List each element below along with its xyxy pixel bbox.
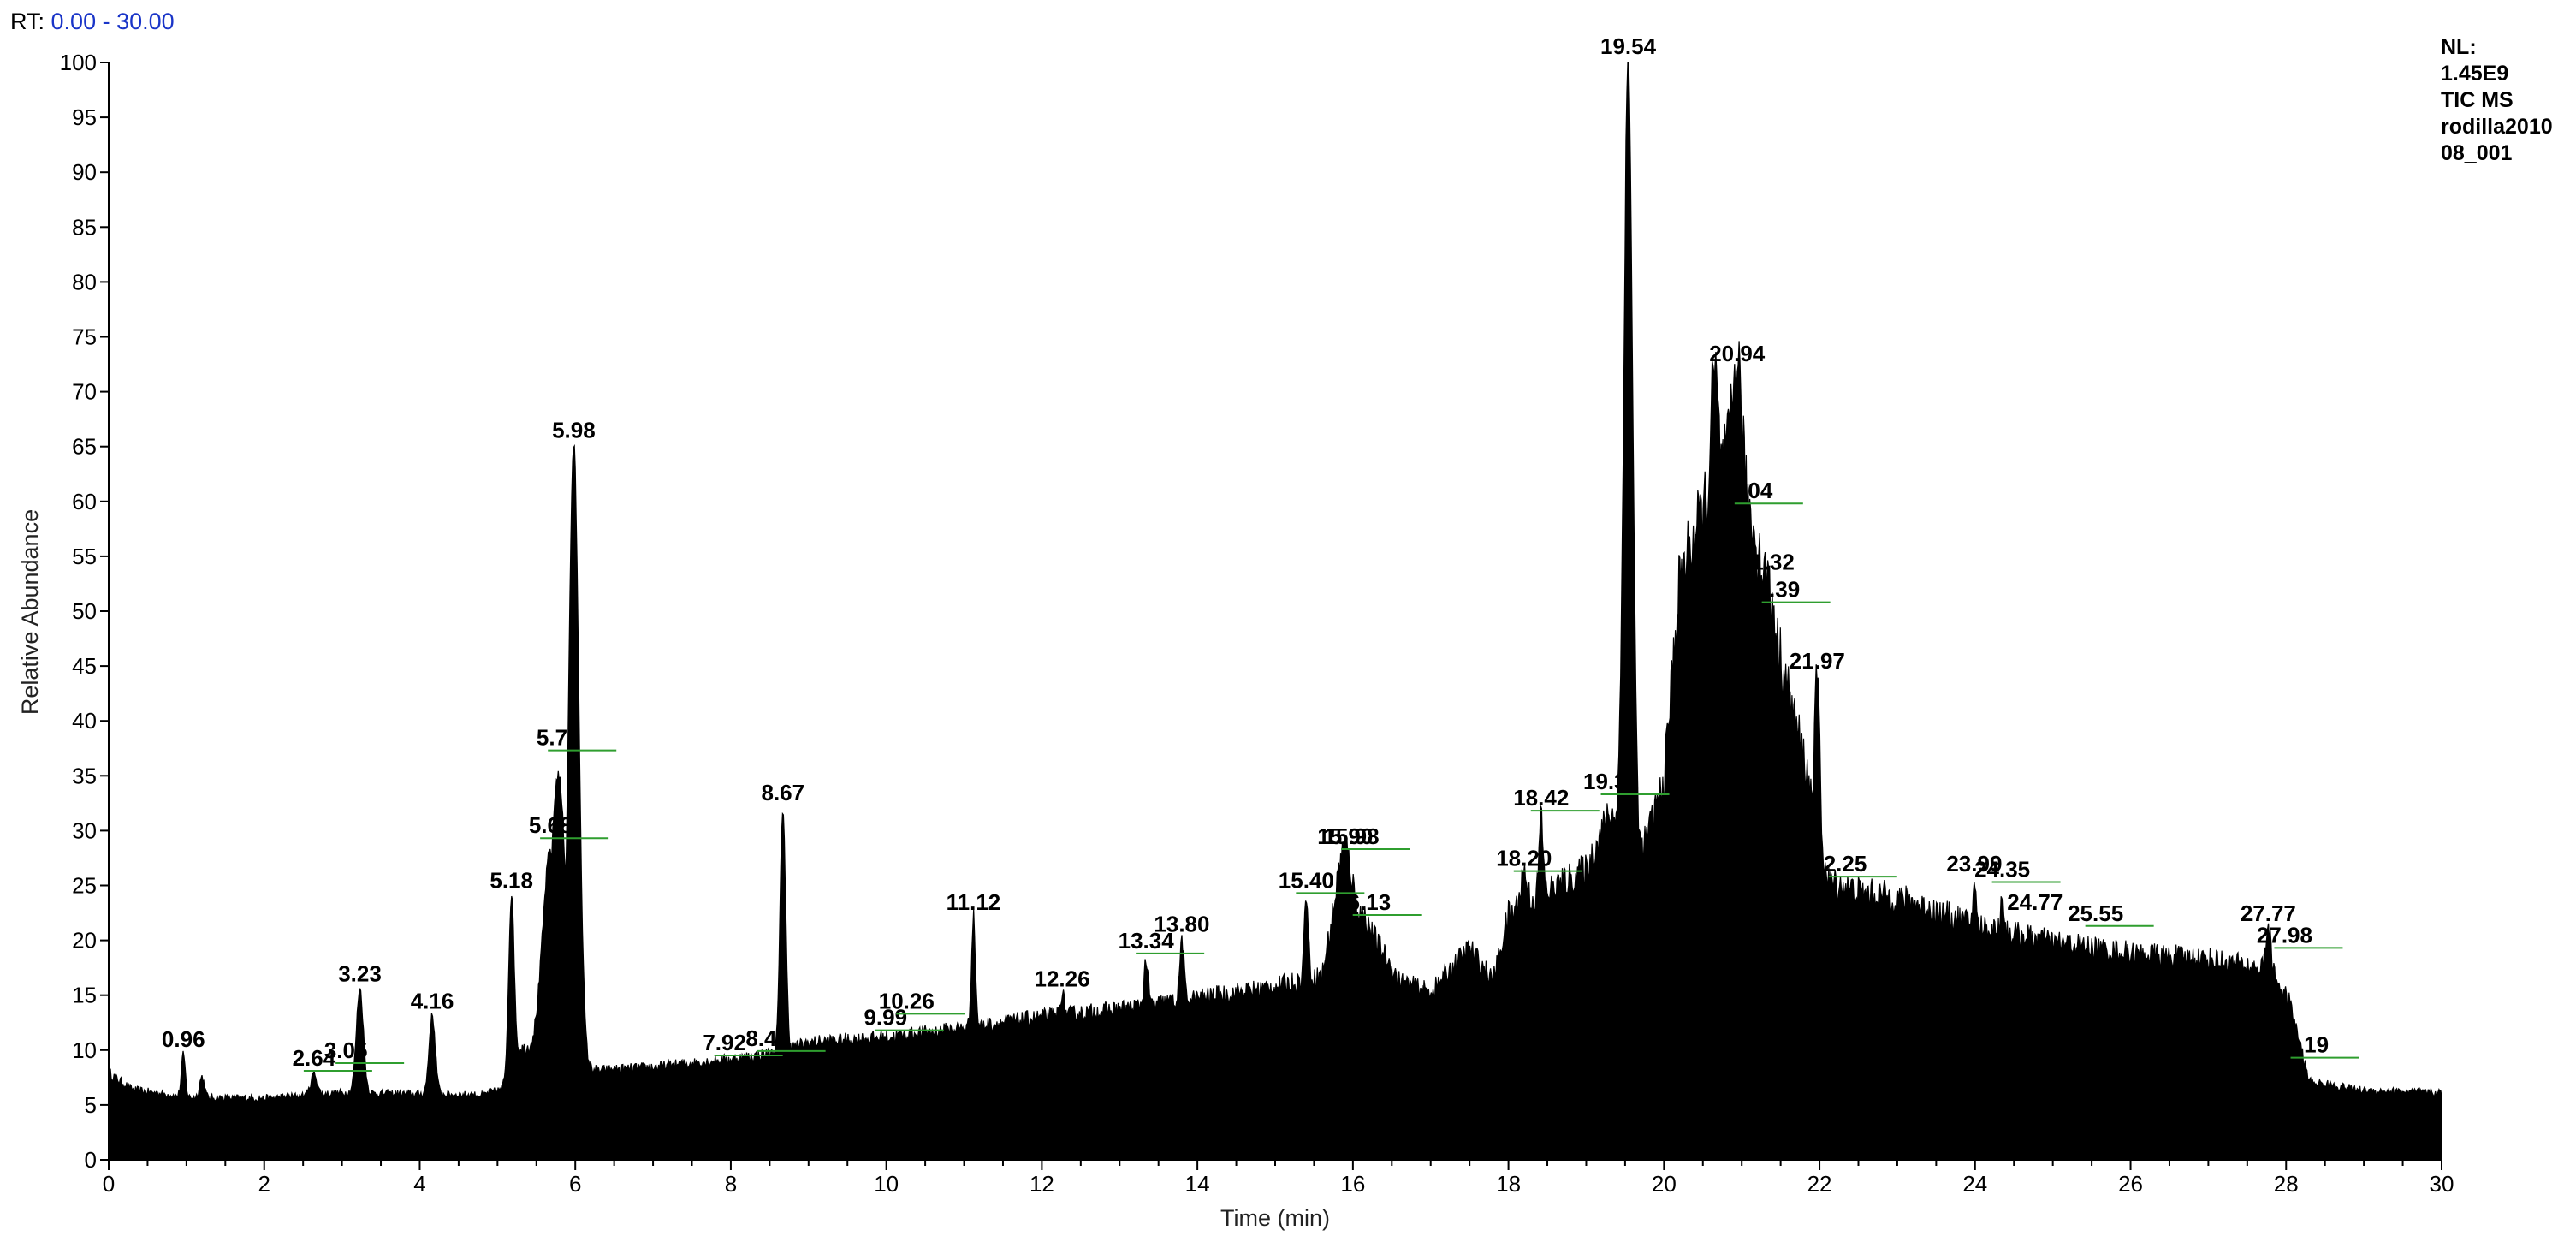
info-line-nl-value: 1.45E9 [2441,62,2509,86]
y-tick-label: 55 [72,544,97,569]
y-tick-label: 80 [72,269,97,294]
peak-label: 24.35 [1974,857,2030,882]
peak-label: 5.98 [552,418,596,443]
peak-label: 18.20 [1496,846,1552,871]
x-tick-label: 2 [258,1171,270,1197]
y-tick-label: 45 [72,653,97,679]
y-tick-label: 40 [72,708,97,734]
x-tick-label: 20 [1652,1171,1677,1197]
x-tick-label: 0 [103,1171,115,1197]
peak-label: 0.96 [162,1026,205,1052]
x-tick-label: 18 [1496,1171,1521,1197]
peak-label: 27.98 [2257,922,2312,948]
peak-label: 25.55 [2068,900,2123,926]
peak-label: 5.68 [529,812,573,838]
y-tick-label: 15 [72,983,97,1008]
y-tick-label: 90 [72,159,97,185]
rt-label: RT: [10,9,45,34]
y-tick-label: 0 [85,1147,97,1173]
peak-label: 9.99 [864,1005,907,1031]
peak-label: 28.19 [2273,1032,2329,1058]
peak-label: 15.90 [1317,823,1373,849]
y-tick-label: 60 [72,489,97,514]
info-line-nl: NL: [2441,35,2477,59]
rt-range-readout: RT: 0.00 - 30.00 [10,9,175,35]
peak-label: 2.64 [293,1045,336,1071]
y-tick-label: 100 [60,50,97,75]
y-tick-label: 10 [72,1037,97,1063]
y-tick-label: 65 [72,434,97,460]
x-axis-title: Time (min) [1220,1205,1330,1231]
y-tick-label: 25 [72,873,97,899]
rt-range-value: 0.00 - 30.00 [50,9,175,34]
peak-label: 18.42 [1513,785,1569,811]
y-tick-label: 70 [72,379,97,405]
peak-label: 23.99 [1946,851,2002,877]
peak-label: 19.32 [1583,769,1639,794]
x-tick-label: 12 [1030,1171,1054,1197]
peak-label: 4.16 [411,988,454,1013]
y-tick-label: 20 [72,928,97,954]
peak-label: 13.80 [1154,912,1209,937]
y-tick-label: 95 [72,104,97,130]
peak-label: 21.04 [1717,478,1773,503]
tic-trace [108,62,2442,1161]
peak-label: 10.26 [879,988,935,1013]
peak-label: 15.98 [1324,823,1380,849]
x-tick-label: 16 [1340,1171,1365,1197]
peak-label: 15.40 [1279,867,1334,893]
peak-label: 21.97 [1790,648,1845,674]
info-line-file-suffix: 08_001 [2441,141,2513,165]
y-tick-label: 5 [85,1092,97,1118]
peak-label: 11.12 [947,889,1001,915]
x-tick-label: 8 [725,1171,737,1197]
axes-layer: 0 2 4 6 8 10 12 14 16 18 20 22 24 26 28 300510152025303… [60,50,2454,1197]
y-tick-label: 75 [72,324,97,350]
trace-layer [108,62,2442,1161]
peak-label: 27.77 [2241,900,2296,926]
peak-labels-layer: 0.96 2.643.05 3.23 4.16 5.18 5.68 5.78 5.98 7.92… [162,33,2359,1073]
x-tick-label: 24 [1962,1171,1987,1197]
peak-label: 3.23 [338,960,382,986]
normalization-info: NL: 1.45E9 TIC MS rodilla2010 08_001 [2441,34,2569,167]
y-axis-title: Relative Abundance [17,509,43,715]
peak-label: 12.26 [1034,966,1089,992]
peak-label: 22.25 [1811,851,1867,877]
peak-label: 3.05 [324,1037,368,1063]
x-tick-label: 22 [1807,1171,1832,1197]
peak-label: 19.54 [1600,33,1657,59]
y-tick-label: 35 [72,763,97,788]
peak-label: 8.67 [762,780,805,805]
x-tick-label: 14 [1185,1171,1210,1197]
peak-label: 5.18 [490,867,533,893]
info-line-file-name: rodilla2010 [2441,115,2553,139]
peak-label: 8.47 [745,1025,789,1051]
x-tick-label: 10 [874,1171,899,1197]
peak-label: 5.78 [537,725,580,751]
peak-label: 24.77 [2007,889,2063,915]
x-tick-label: 26 [2118,1171,2143,1197]
y-tick-label: 50 [72,598,97,624]
peak-label: 21.39 [1744,577,1800,603]
x-tick-label: 30 [2430,1171,2454,1197]
y-tick-label: 85 [72,214,97,240]
peak-label: 21.32 [1739,550,1795,575]
x-tick-label: 28 [2274,1171,2299,1197]
peak-label: 16.13 [1335,889,1391,915]
peak-label: 13.34 [1119,928,1175,954]
x-tick-label: 6 [569,1171,581,1197]
peak-label: 7.92 [703,1030,746,1055]
info-line-scan-type: TIC MS [2441,88,2514,112]
x-tick-label: 4 [413,1171,425,1197]
y-tick-label: 30 [72,817,97,843]
peak-label: 20.94 [1709,341,1766,366]
